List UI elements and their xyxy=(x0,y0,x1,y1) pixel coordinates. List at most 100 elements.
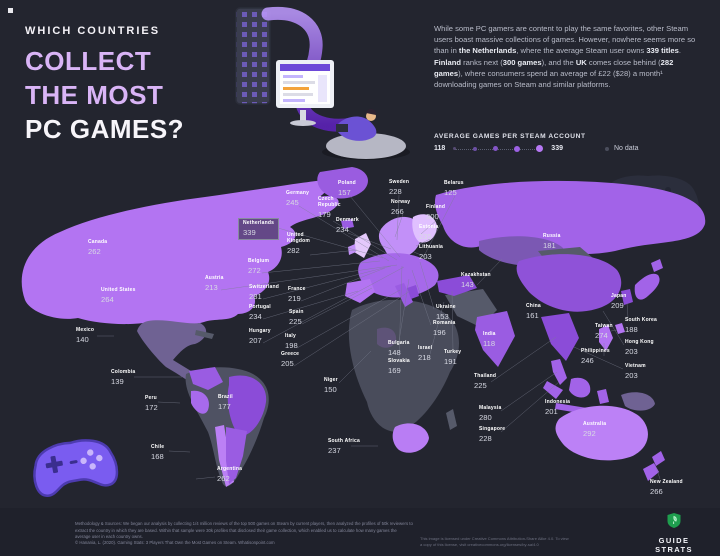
map-region-argentina xyxy=(226,427,247,484)
map-region-sulawesi xyxy=(597,389,609,404)
intro-paragraph: While some PC gamers are content to play… xyxy=(434,24,696,90)
legend-title: AVERAGE GAMES PER STEAM ACCOUNT xyxy=(434,133,586,140)
leader-line xyxy=(277,227,384,259)
leader-line xyxy=(573,346,624,370)
title-block: WHICH COUNTRIES COLLECT THE MOST PC GAME… xyxy=(25,25,235,146)
leader-line xyxy=(349,195,401,258)
map-region-finland xyxy=(412,214,437,243)
legend-dot xyxy=(514,145,521,152)
leader-line xyxy=(262,266,405,344)
map-region-peru xyxy=(191,390,209,414)
leader-line xyxy=(396,194,400,241)
map-region-greece xyxy=(407,285,419,299)
footer-band xyxy=(0,508,720,556)
legend-min-value: 118 xyxy=(434,145,446,152)
shield-leaf-icon xyxy=(667,513,681,528)
leader-line xyxy=(220,264,398,291)
legend-max-value: 339 xyxy=(551,145,563,152)
leader-line xyxy=(411,269,432,326)
leader-line xyxy=(451,290,454,351)
leader-line xyxy=(398,265,403,360)
map-region-niger xyxy=(377,327,397,348)
map-region-australia xyxy=(555,405,648,461)
map-region-philippines xyxy=(599,325,613,351)
map-region-mexico-central-america xyxy=(137,320,207,384)
leader-line xyxy=(293,290,411,367)
leader-line xyxy=(296,289,401,349)
map-region-japan-north xyxy=(651,259,663,272)
leader-line xyxy=(602,310,625,346)
brand-name: GUIDE STRATS xyxy=(655,536,693,554)
map-region-africa xyxy=(348,299,460,432)
leader-line xyxy=(195,476,216,480)
leader-line xyxy=(262,290,359,320)
map-region-colombia xyxy=(189,367,223,390)
map-region-greenland xyxy=(317,167,369,199)
legend-dot xyxy=(453,147,457,150)
leader-line xyxy=(476,258,503,286)
legend-dot-scale xyxy=(453,145,544,152)
leader-line xyxy=(420,218,439,235)
map-region-china xyxy=(516,254,622,312)
leader-line xyxy=(423,195,456,257)
map-region-europe-mainland xyxy=(358,253,439,298)
leader-line xyxy=(261,260,381,274)
map-region-iceland xyxy=(341,219,354,229)
map-region-taiwan xyxy=(615,323,625,334)
map-region-south-africa xyxy=(392,423,429,453)
leader-line xyxy=(500,371,558,412)
legend-dot xyxy=(536,145,544,152)
no-data-dot-icon xyxy=(604,146,609,151)
leader-line xyxy=(347,232,392,250)
leader-line xyxy=(262,265,392,300)
map-region-scandinavia xyxy=(378,216,422,259)
leader-line xyxy=(413,251,431,260)
leader-line xyxy=(332,220,398,261)
leader-line xyxy=(626,302,629,319)
map-region-north-america xyxy=(21,180,339,325)
map-region-new-zealand-south xyxy=(643,463,659,481)
leader-line xyxy=(157,401,181,404)
map-region-korea xyxy=(621,289,633,305)
corner-mark xyxy=(8,8,13,13)
legend-dot xyxy=(472,146,477,151)
source-citation: © Hanania, L. (2020). Gaming Stats: 3 Pl… xyxy=(75,540,275,545)
title-eyebrow: WHICH COUNTRIES xyxy=(25,25,161,37)
license-text: This image is licensed under Creative Co… xyxy=(420,536,569,547)
map-region-india xyxy=(475,311,515,367)
title-line-collect: COLLECT xyxy=(25,46,152,76)
map-region-japan xyxy=(634,273,660,300)
map-region-southeast-asia xyxy=(541,313,579,361)
legend-dot xyxy=(492,146,498,151)
map-region-ireland xyxy=(348,244,356,255)
leader-line xyxy=(301,287,373,325)
leader-line xyxy=(300,267,386,302)
legend-no-data: No data xyxy=(604,145,639,152)
map-region-borneo xyxy=(569,377,591,398)
monitor-icon xyxy=(276,60,334,126)
leader-line xyxy=(298,205,390,262)
leader-line xyxy=(610,329,618,332)
no-data-label: No data xyxy=(613,145,639,152)
map-region-brazil xyxy=(227,375,267,437)
map-region-malay-peninsula xyxy=(551,359,567,385)
leader-line xyxy=(309,249,358,256)
game-controller-icon xyxy=(33,439,119,497)
map-region-turkey xyxy=(437,275,477,296)
leader-line xyxy=(429,301,445,355)
title-line-pc-games: PC GAMES? xyxy=(25,114,185,144)
brand-logo: GUIDE STRATS xyxy=(638,513,710,554)
map-region-caribbean xyxy=(195,330,214,339)
map-region-sumatra xyxy=(543,381,563,399)
leader-line xyxy=(490,336,557,383)
gamer-on-beanbag-icon xyxy=(322,108,410,160)
leader-line xyxy=(655,466,661,480)
title-line-the-most: THE MOST xyxy=(25,80,164,110)
pc-tower-icon xyxy=(235,7,271,105)
leader-line xyxy=(338,350,372,384)
leader-line xyxy=(500,381,560,433)
